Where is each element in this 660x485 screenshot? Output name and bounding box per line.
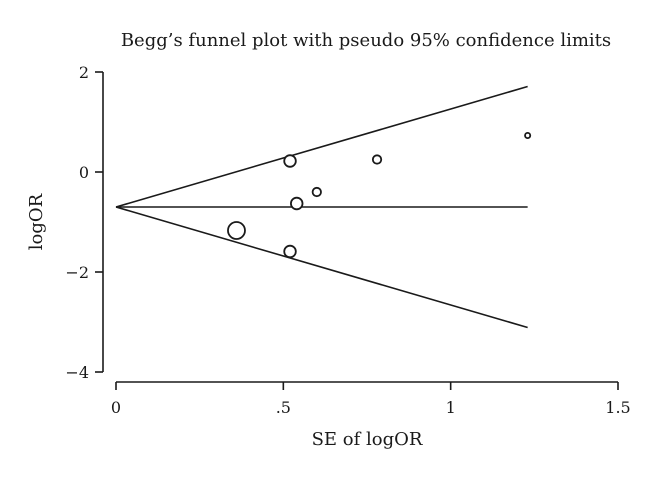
study-point-6: [227, 221, 246, 240]
study-point-7: [283, 244, 297, 259]
y-axis-label: logOR: [26, 193, 47, 250]
study-points: [227, 131, 532, 259]
chart-title: Begg’s funnel plot with pseudo 95% confi…: [121, 30, 611, 51]
lower-confidence-limit: [115, 206, 528, 329]
study-point-1: [283, 154, 297, 168]
x-tick-label: 1: [446, 398, 456, 417]
y-axis-ticks: 2 0 −2 −4: [65, 63, 103, 382]
y-tick-label: 2: [79, 63, 89, 82]
study-point-5: [290, 196, 304, 211]
plot-area: 2 0 −2 −4 0 .5 1 1.5: [65, 63, 630, 417]
study-point-4: [311, 186, 322, 198]
study-point-2: [371, 154, 383, 165]
x-axis-label: SE of logOR: [312, 429, 423, 450]
study-point-3: [524, 131, 532, 139]
y-tick-label: 0: [79, 163, 89, 182]
y-tick-label: −4: [65, 363, 89, 382]
x-axis-ticks: 0 .5 1 1.5: [111, 382, 631, 417]
x-tick-label: 0: [111, 398, 121, 417]
y-tick-label: −2: [65, 263, 89, 282]
x-tick-label: .5: [276, 398, 291, 417]
x-tick-label: 1.5: [605, 398, 630, 417]
upper-confidence-limit: [115, 85, 528, 208]
